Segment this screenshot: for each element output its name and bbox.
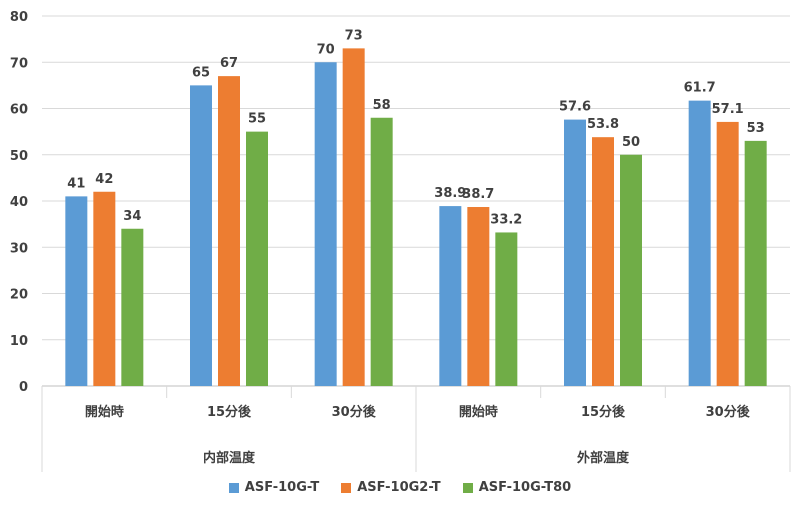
data-label-s2-c2: 67	[220, 56, 238, 71]
x-category-3: 30分後	[332, 404, 377, 420]
data-label-s3-c5: 50	[622, 135, 640, 150]
bar-s3-c2	[246, 131, 268, 386]
legend: ASF-10G-T ASF-10G2-T ASF-10G-T80	[0, 480, 800, 495]
bar-s2-c1	[93, 191, 116, 386]
legend-swatch-series-3	[462, 482, 473, 493]
data-label-s2-c6: 57.1	[712, 102, 744, 117]
legend-swatch-series-2	[341, 482, 352, 493]
data-label-s1-c1: 41	[67, 176, 85, 191]
x-category-4: 開始時	[459, 404, 498, 420]
bar-s2-c3	[342, 48, 365, 386]
bar-s2-c4	[467, 207, 490, 386]
legend-label-series-1: ASF-10G-T	[244, 480, 320, 495]
bar-s3-c5	[620, 154, 642, 386]
bar-s3-c6	[744, 140, 767, 386]
x-category-6: 30分後	[706, 404, 751, 420]
bar-s2-c6	[716, 121, 739, 386]
bar-s1-c2	[190, 85, 212, 386]
legend-item-series-3: ASF-10G-T80	[462, 480, 572, 495]
data-label-s1-c6: 61.7	[684, 81, 716, 96]
bar-s1-c1	[65, 196, 88, 386]
legend-swatch-series-1	[228, 482, 239, 493]
y-tick-30: 30	[10, 241, 28, 256]
y-tick-0: 0	[19, 380, 28, 395]
legend-item-series-2: ASF-10G2-T	[341, 480, 441, 495]
bar-s3-c1	[121, 228, 144, 386]
y-tick-40: 40	[10, 195, 28, 210]
legend-label-series-3: ASF-10G-T80	[478, 480, 572, 495]
y-axis-ticks: 0 10 20 30 40 50 60 70 80	[10, 10, 28, 395]
bars	[65, 48, 767, 386]
y-tick-80: 80	[10, 10, 28, 25]
legend-label-series-2: ASF-10G2-T	[357, 480, 441, 495]
data-label-s3-c1: 34	[123, 209, 141, 224]
data-label-s1-c3: 70	[317, 42, 335, 57]
bar-s1-c5	[564, 119, 586, 386]
gridlines	[42, 15, 790, 387]
y-tick-20: 20	[10, 288, 28, 303]
data-label-s3-c6: 53	[747, 121, 765, 136]
data-label-s2-c1: 42	[95, 172, 113, 187]
data-labels: 41 65 70 38.9 57.6 61.7 42 67 73 38.7 53.8 57.1 34 55…	[67, 28, 764, 227]
bar-s1-c3	[314, 62, 337, 386]
y-tick-60: 60	[10, 103, 28, 118]
bar-s1-c6	[688, 100, 711, 386]
data-label-s3-c2: 55	[248, 112, 266, 127]
bar-s3-c4	[495, 232, 518, 386]
data-label-s1-c2: 65	[192, 65, 210, 80]
y-tick-50: 50	[10, 149, 28, 164]
data-label-s3-c4: 33.2	[490, 212, 522, 227]
data-label-s2-c4: 38.7	[462, 187, 494, 202]
data-label-s2-c3: 73	[345, 28, 363, 43]
bar-s2-c5	[592, 137, 614, 386]
legend-item-series-1: ASF-10G-T	[228, 480, 320, 495]
x-group-1: 内部温度	[203, 450, 256, 466]
data-label-s2-c5: 53.8	[587, 117, 619, 132]
y-tick-70: 70	[10, 56, 28, 71]
data-label-s3-c3: 58	[373, 98, 391, 113]
data-label-s1-c4: 38.9	[434, 186, 466, 201]
bar-s1-c4	[439, 206, 462, 386]
bar-s3-c3	[370, 117, 393, 386]
bar-s2-c2	[218, 76, 240, 386]
x-group-2: 外部温度	[576, 450, 630, 466]
x-category-1: 開始時	[85, 404, 124, 420]
x-category-5: 15分後	[581, 404, 626, 420]
y-tick-10: 10	[10, 334, 28, 349]
x-category-2: 15分後	[207, 404, 252, 420]
data-label-s1-c5: 57.6	[559, 100, 591, 115]
